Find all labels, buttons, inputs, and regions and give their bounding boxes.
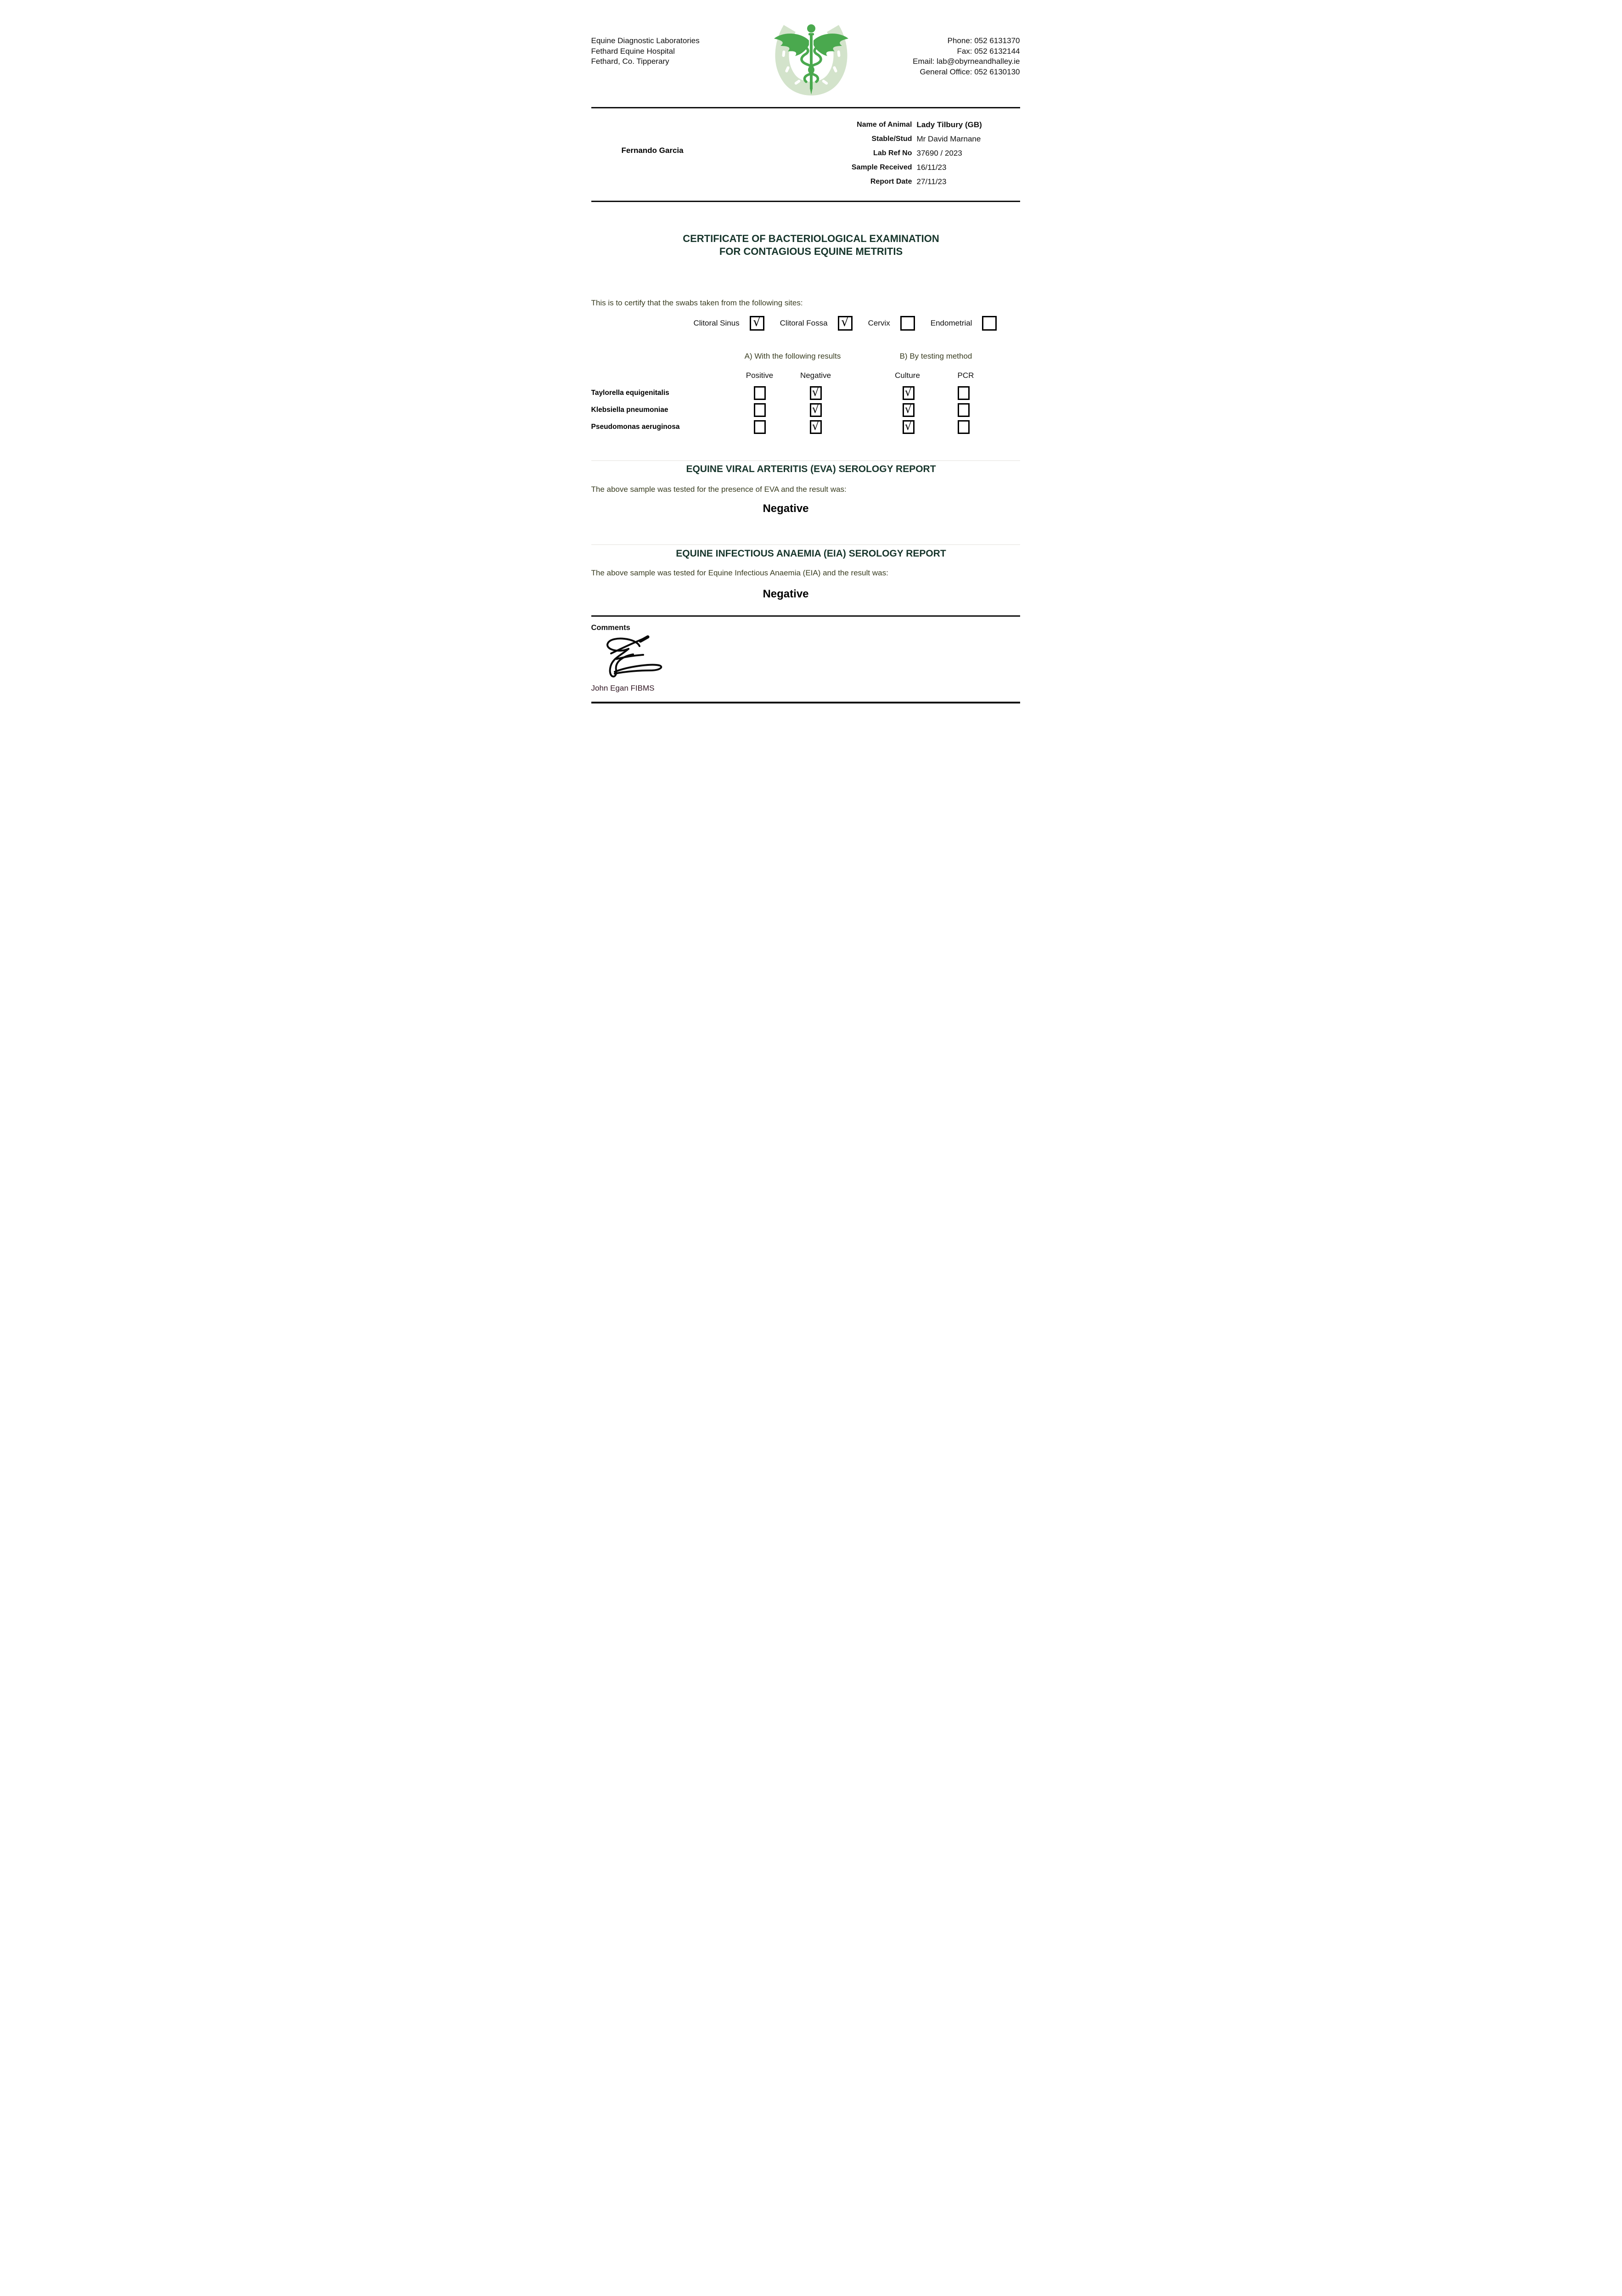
check-mark: √ [904, 419, 912, 433]
equine-caduceus-logo-icon [768, 20, 855, 98]
requesting-vet-name: Fernando Garcia [621, 146, 684, 155]
general-office-line: General Office: 052 6130130 [920, 67, 1020, 76]
phone-line: Phone: 052 6131370 [947, 36, 1020, 45]
bottom-divider [591, 702, 1020, 703]
section-divider [591, 201, 1020, 202]
signatory-name: John Egan FIBMS [591, 684, 655, 692]
culture-checkbox[interactable]: √ [902, 419, 915, 434]
lab-contact-info: Phone: 052 6131370 Fax: 052 6132144 Emai… [913, 36, 1020, 77]
info-label: Sample Received [851, 163, 912, 171]
positive-checkbox[interactable] [753, 420, 766, 434]
negative-checkbox[interactable]: √ [809, 402, 822, 417]
eva-result: Negative [763, 502, 809, 515]
report-date-value: 27/11/23 [916, 177, 947, 186]
stable-stud-value: Mr David Marnane [916, 135, 981, 143]
light-divider [591, 544, 1020, 545]
negative-checkbox[interactable]: √ [809, 385, 822, 400]
site-label: Clitoral Fossa [780, 319, 828, 327]
swab-sites-row: Clitoral Sinus √ Clitoral Fossa √ Cervix… [694, 316, 997, 331]
header-divider [591, 107, 1020, 108]
organism-name: Taylorella equigenitalis [591, 389, 669, 397]
culture-checkbox[interactable]: √ [902, 385, 915, 400]
certificate-title-line2: FOR CONTAGIOUS EQUINE METRITIS [719, 246, 903, 257]
endometrial-checkbox[interactable] [982, 316, 997, 331]
cervix-checkbox[interactable] [900, 316, 915, 331]
animal-name-value: Lady Tilbury (GB) [916, 120, 982, 129]
fax-line: Fax: 052 6132144 [957, 46, 1020, 56]
caduceus-shape [774, 24, 848, 95]
certificate-title: CERTIFICATE OF BACTERIOLOGICAL EXAMINATI… [559, 232, 1064, 258]
positive-checkbox[interactable] [753, 403, 766, 417]
lab-address: Equine Diagnostic Laboratories Fethard E… [591, 36, 700, 67]
eva-report-heading: EQUINE VIRAL ARTERITIS (EVA) SEROLOGY RE… [686, 464, 936, 474]
comments-label: Comments [591, 624, 630, 632]
email-line: Email: lab@obyrneandhalley.ie [913, 57, 1020, 66]
eia-report-statement: The above sample was tested for Equine I… [591, 568, 888, 577]
lab-ref-value: 37690 / 2023 [916, 149, 962, 158]
lab-address-line: Equine Diagnostic Laboratories [591, 36, 700, 45]
eva-report-statement: The above sample was tested for the pres… [591, 485, 847, 494]
site-label: Clitoral Sinus [693, 319, 740, 327]
results-section-heading: A) With the following results [744, 352, 841, 360]
organism-name: Pseudomonas aeruginosa [591, 423, 680, 431]
info-label: Lab Ref No [873, 149, 912, 157]
column-header-pcr: PCR [957, 371, 974, 380]
positive-checkbox[interactable] [753, 386, 766, 400]
certificate-page: Equine Diagnostic Laboratories Fethard E… [558, 0, 1064, 715]
info-label: Stable/Stud [871, 135, 912, 143]
comments-divider [591, 615, 1020, 617]
column-header-culture: Culture [895, 371, 920, 380]
horseshoe-nail-holes [782, 51, 840, 85]
organism-name: Klebsiella pneumoniae [591, 406, 668, 414]
pcr-checkbox[interactable] [957, 403, 970, 417]
caduceus-snakes [798, 43, 824, 83]
lab-address-line: Fethard, Co. Tipperary [591, 57, 669, 66]
check-mark: √ [904, 385, 912, 399]
eia-result: Negative [763, 588, 809, 600]
signature-image [595, 635, 669, 681]
check-mark: √ [904, 402, 912, 416]
culture-checkbox[interactable]: √ [902, 402, 915, 417]
check-mark: √ [812, 419, 819, 433]
lab-address-line: Fethard Equine Hospital [591, 46, 675, 56]
check-mark: √ [841, 315, 849, 329]
site-label: Cervix [868, 319, 890, 327]
column-header-negative: Negative [800, 371, 831, 380]
pcr-checkbox[interactable] [957, 386, 970, 400]
check-mark: √ [812, 402, 819, 416]
column-header-positive: Positive [746, 371, 774, 380]
pcr-checkbox[interactable] [957, 420, 970, 434]
info-label: Report Date [870, 178, 912, 186]
info-label: Name of Animal [857, 121, 912, 129]
negative-checkbox[interactable]: √ [809, 419, 822, 434]
check-mark: √ [753, 315, 761, 329]
eia-report-heading: EQUINE INFECTIOUS ANAEMIA (EIA) SEROLOGY… [676, 548, 946, 559]
sample-received-value: 16/11/23 [916, 163, 947, 172]
case-info-table: Name of Animal Lady Tilbury (GB) Stable/… [797, 121, 1025, 186]
method-section-heading: B) By testing method [899, 352, 972, 360]
site-label: Endometrial [930, 319, 972, 327]
clitoral-sinus-checkbox[interactable]: √ [749, 315, 764, 331]
light-divider [591, 460, 1020, 461]
check-mark: √ [812, 385, 819, 399]
certificate-title-line1: CERTIFICATE OF BACTERIOLOGICAL EXAMINATI… [683, 233, 939, 244]
certify-statement: This is to certify that the swabs taken … [591, 298, 803, 307]
clitoral-fossa-checkbox[interactable]: √ [837, 315, 853, 331]
